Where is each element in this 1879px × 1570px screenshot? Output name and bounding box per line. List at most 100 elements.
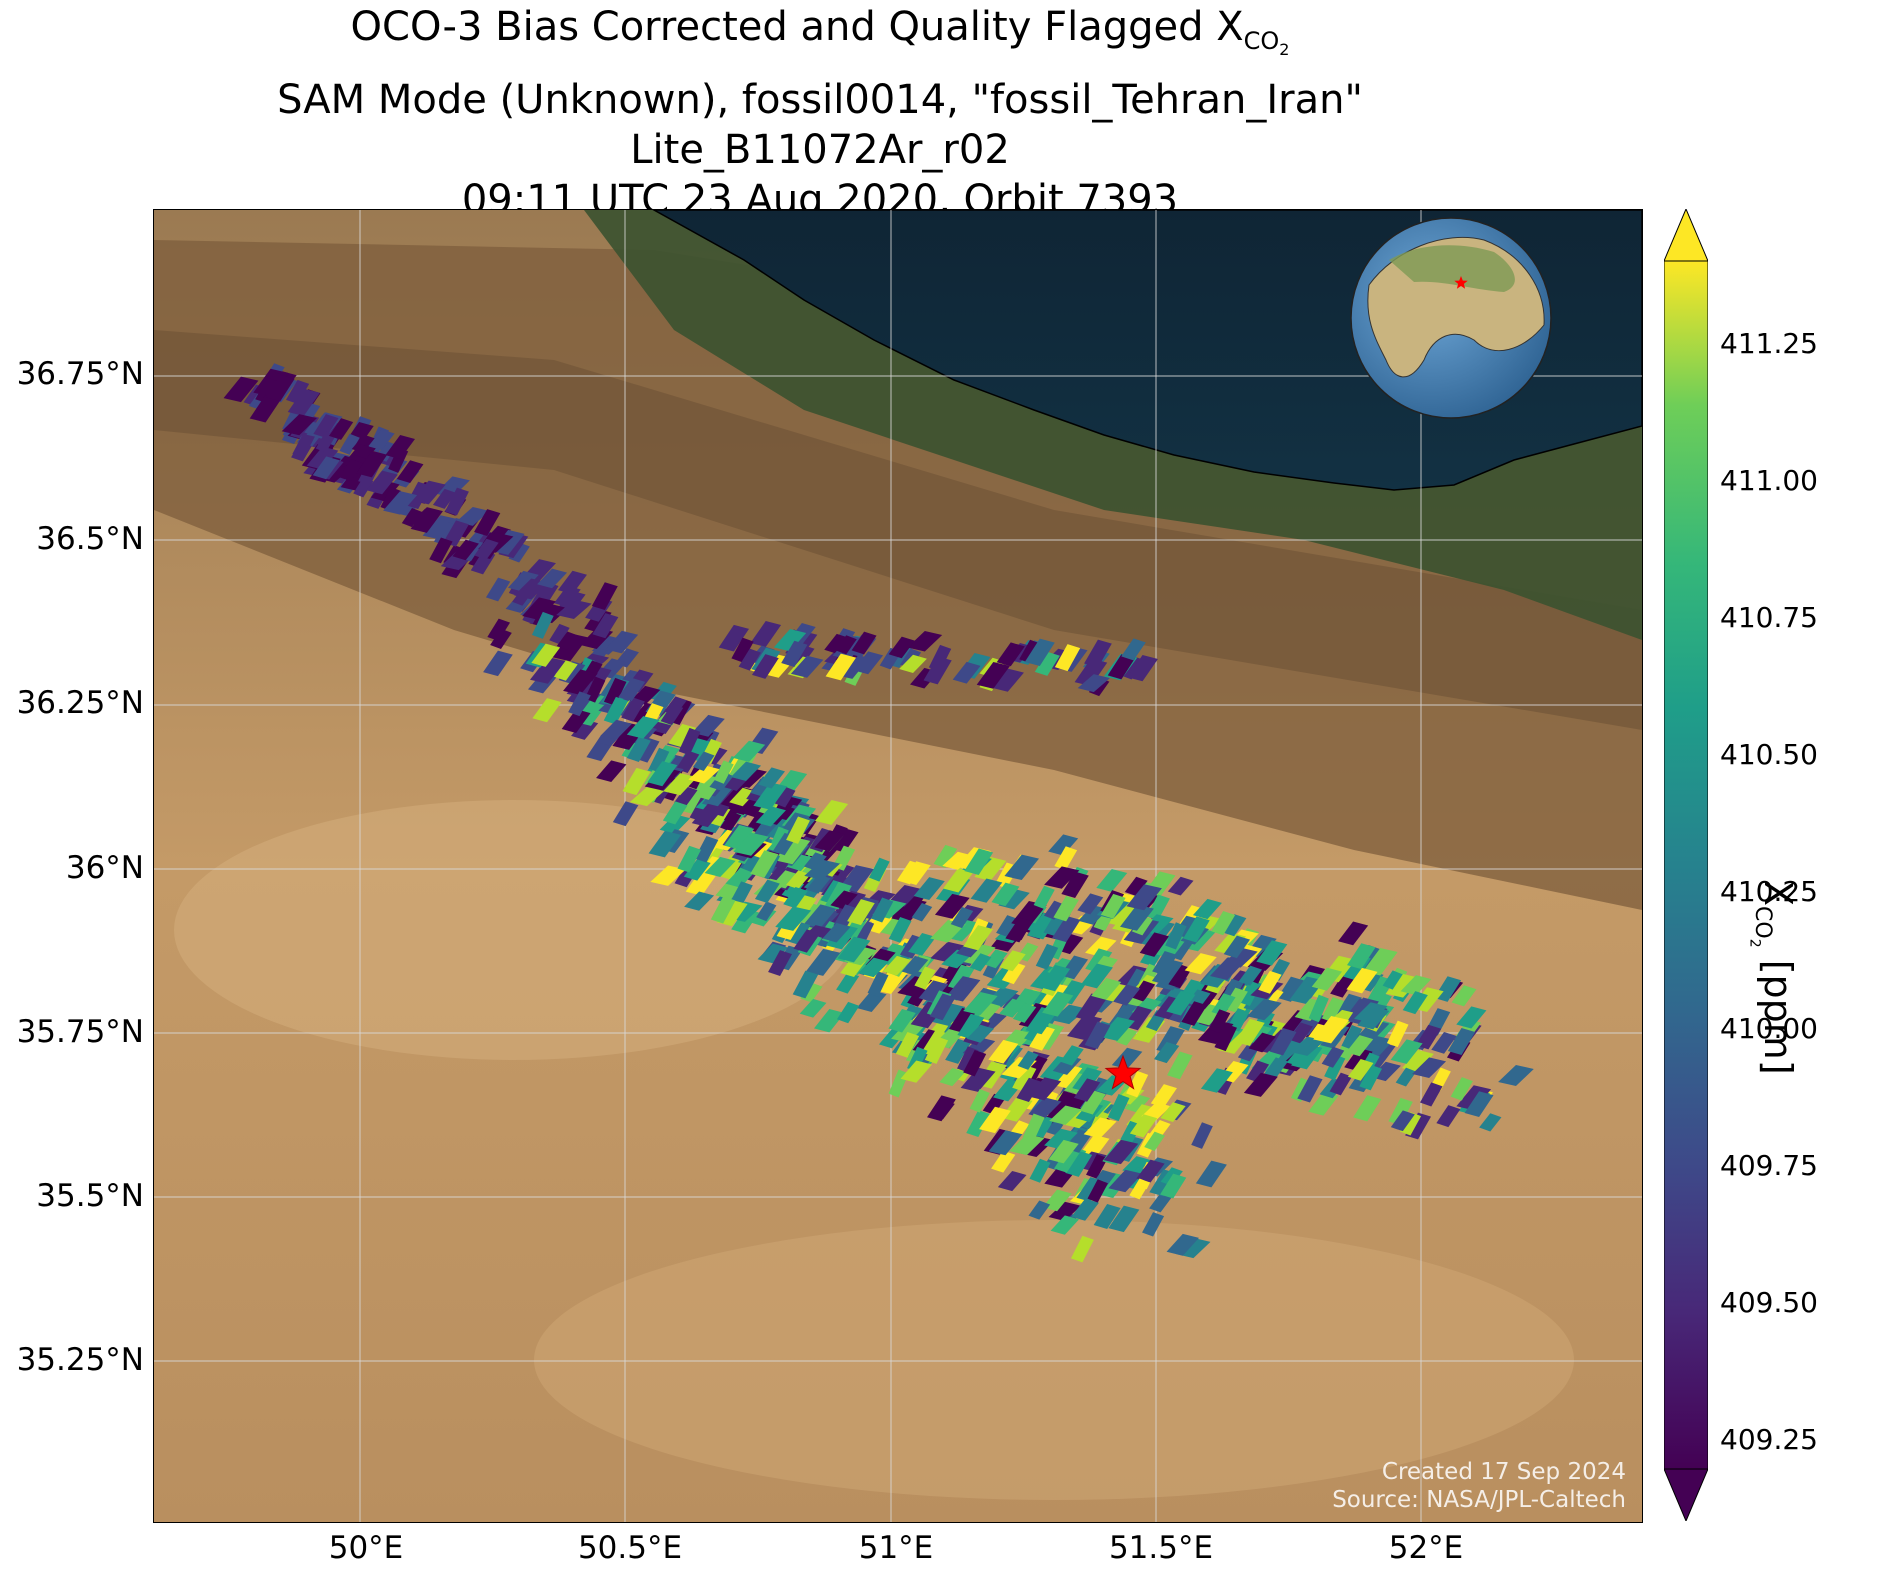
colorbar-extend-min: [1664, 1468, 1708, 1521]
sounding-footprint: [1051, 1004, 1088, 1025]
sounding-footprint: [991, 1150, 1016, 1173]
sounding-footprint: [1122, 1156, 1151, 1175]
sounding-footprint: [847, 899, 875, 926]
sounding-footprint: [836, 972, 860, 994]
sounding-footprint: [757, 943, 788, 964]
sounding-footprint: [756, 901, 777, 922]
sounding-footprint: [1024, 638, 1055, 666]
sounding-footprint: [1479, 1113, 1502, 1132]
sounding-footprint: [790, 655, 824, 678]
colorbar-extend-max: [1664, 209, 1708, 262]
sounding-footprint: [249, 394, 282, 423]
sounding-footprint: [444, 487, 469, 516]
sounding-footprint: [713, 760, 734, 784]
sounding-footprint: [1079, 1090, 1106, 1115]
sounding-footprint: [1107, 654, 1136, 680]
sounding-footprint: [1289, 1036, 1325, 1056]
sounding-footprint: [1338, 921, 1369, 946]
sounding-footprint: [799, 998, 827, 1018]
sounding-footprint: [660, 703, 684, 726]
sounding-footprint: [1096, 868, 1128, 892]
sounding-footprint: [1167, 876, 1194, 896]
xco2-soundings: [223, 363, 1534, 1263]
sounding-footprint: [1048, 834, 1079, 856]
sounding-footprint: [918, 980, 949, 1003]
sounding-footprint: [1071, 1198, 1100, 1221]
sounding-footprint: [1126, 884, 1162, 911]
sounding-footprint: [529, 657, 566, 684]
sounding-footprint: [1120, 904, 1154, 931]
sounding-footprint: [1256, 940, 1288, 966]
sounding-footprint: [899, 654, 927, 674]
sounding-footprint: [1093, 1204, 1121, 1229]
sounding-footprint: [785, 870, 811, 889]
sounding-footprint: [1099, 1016, 1135, 1041]
sounding-footprint: [814, 830, 845, 852]
sounding-footprint: [455, 506, 490, 526]
sounding-footprint: [1386, 1020, 1409, 1048]
sounding-footprint: [952, 661, 981, 684]
sounding-footprint: [857, 957, 890, 978]
sounding-footprint: [1297, 1075, 1323, 1103]
sounding-footprint: [370, 480, 400, 502]
sounding-footprint: [830, 890, 858, 910]
sounding-footprint: [410, 507, 443, 533]
sounding-footprint: [432, 488, 457, 509]
sounding-footprint: [754, 879, 780, 903]
sounding-footprint: [996, 915, 1019, 937]
sounding-footprint: [907, 631, 943, 652]
sounding-footprint: [1153, 1041, 1180, 1064]
sounding-footprint: [1402, 991, 1428, 1015]
lat-label-35-75: 35.75°N: [16, 1014, 144, 1050]
sounding-footprint: [1313, 1016, 1350, 1044]
sounding-footprint: [724, 824, 755, 850]
sounding-footprint: [1359, 1064, 1382, 1091]
sounding-footprint: [600, 719, 632, 740]
sounding-footprint: [1347, 943, 1376, 970]
sounding-footprint: [694, 836, 719, 863]
sounding-footprint: [731, 637, 754, 663]
sounding-footprint: [1086, 1154, 1108, 1179]
sounding-footprint: [867, 971, 889, 997]
sounding-footprint: [1192, 898, 1222, 920]
credit-created: Created 17 Sep 2024: [1381, 1459, 1626, 1485]
cb-label-prefix: X: [1756, 880, 1800, 907]
sounding-footprint: [963, 991, 998, 1016]
sounding-footprint: [603, 677, 627, 706]
sounding-footprint: [1056, 933, 1084, 955]
sounding-footprint: [1108, 1205, 1140, 1233]
sounding-footprint: [429, 537, 453, 564]
sounding-footprint: [751, 654, 779, 679]
sounding-footprint: [1009, 1134, 1045, 1156]
sounding-footprint: [396, 460, 424, 484]
sounding-footprint: [1346, 967, 1378, 994]
sounding-footprint: [853, 651, 884, 675]
sounding-footprint: [385, 434, 415, 460]
sounding-footprint: [835, 635, 857, 655]
sounding-footprint: [1115, 1027, 1138, 1046]
sounding-footprint: [563, 669, 598, 695]
sounding-footprint: [710, 896, 736, 924]
sounding-footprint: [948, 1007, 977, 1034]
sounding-footprint: [1053, 1148, 1080, 1173]
sounding-footprint: [312, 456, 340, 480]
sounding-footprint: [997, 1170, 1027, 1192]
sounding-footprint: [825, 653, 857, 681]
sounding-footprint: [805, 948, 841, 976]
sounding-footprint: [856, 990, 887, 1013]
sounding-footprint: [804, 859, 841, 880]
sounding-footprint: [677, 845, 702, 873]
sounding-footprint: [1420, 1082, 1443, 1107]
sounding-footprint: [474, 509, 501, 537]
sounding-footprint: [725, 867, 755, 888]
sounding-footprint: [1263, 1057, 1289, 1079]
sounding-footprint: [1238, 979, 1262, 1007]
sounding-footprint: [1091, 977, 1122, 1000]
lon-label-50-5: 50.5°E: [577, 1530, 683, 1566]
sounding-footprint: [1456, 1006, 1487, 1029]
sounding-footprint: [825, 881, 852, 910]
sounding-footprint: [1258, 970, 1282, 994]
sounding-footprint: [882, 955, 912, 976]
sounding-footprint: [1070, 1235, 1094, 1263]
sounding-footprint: [532, 698, 562, 723]
